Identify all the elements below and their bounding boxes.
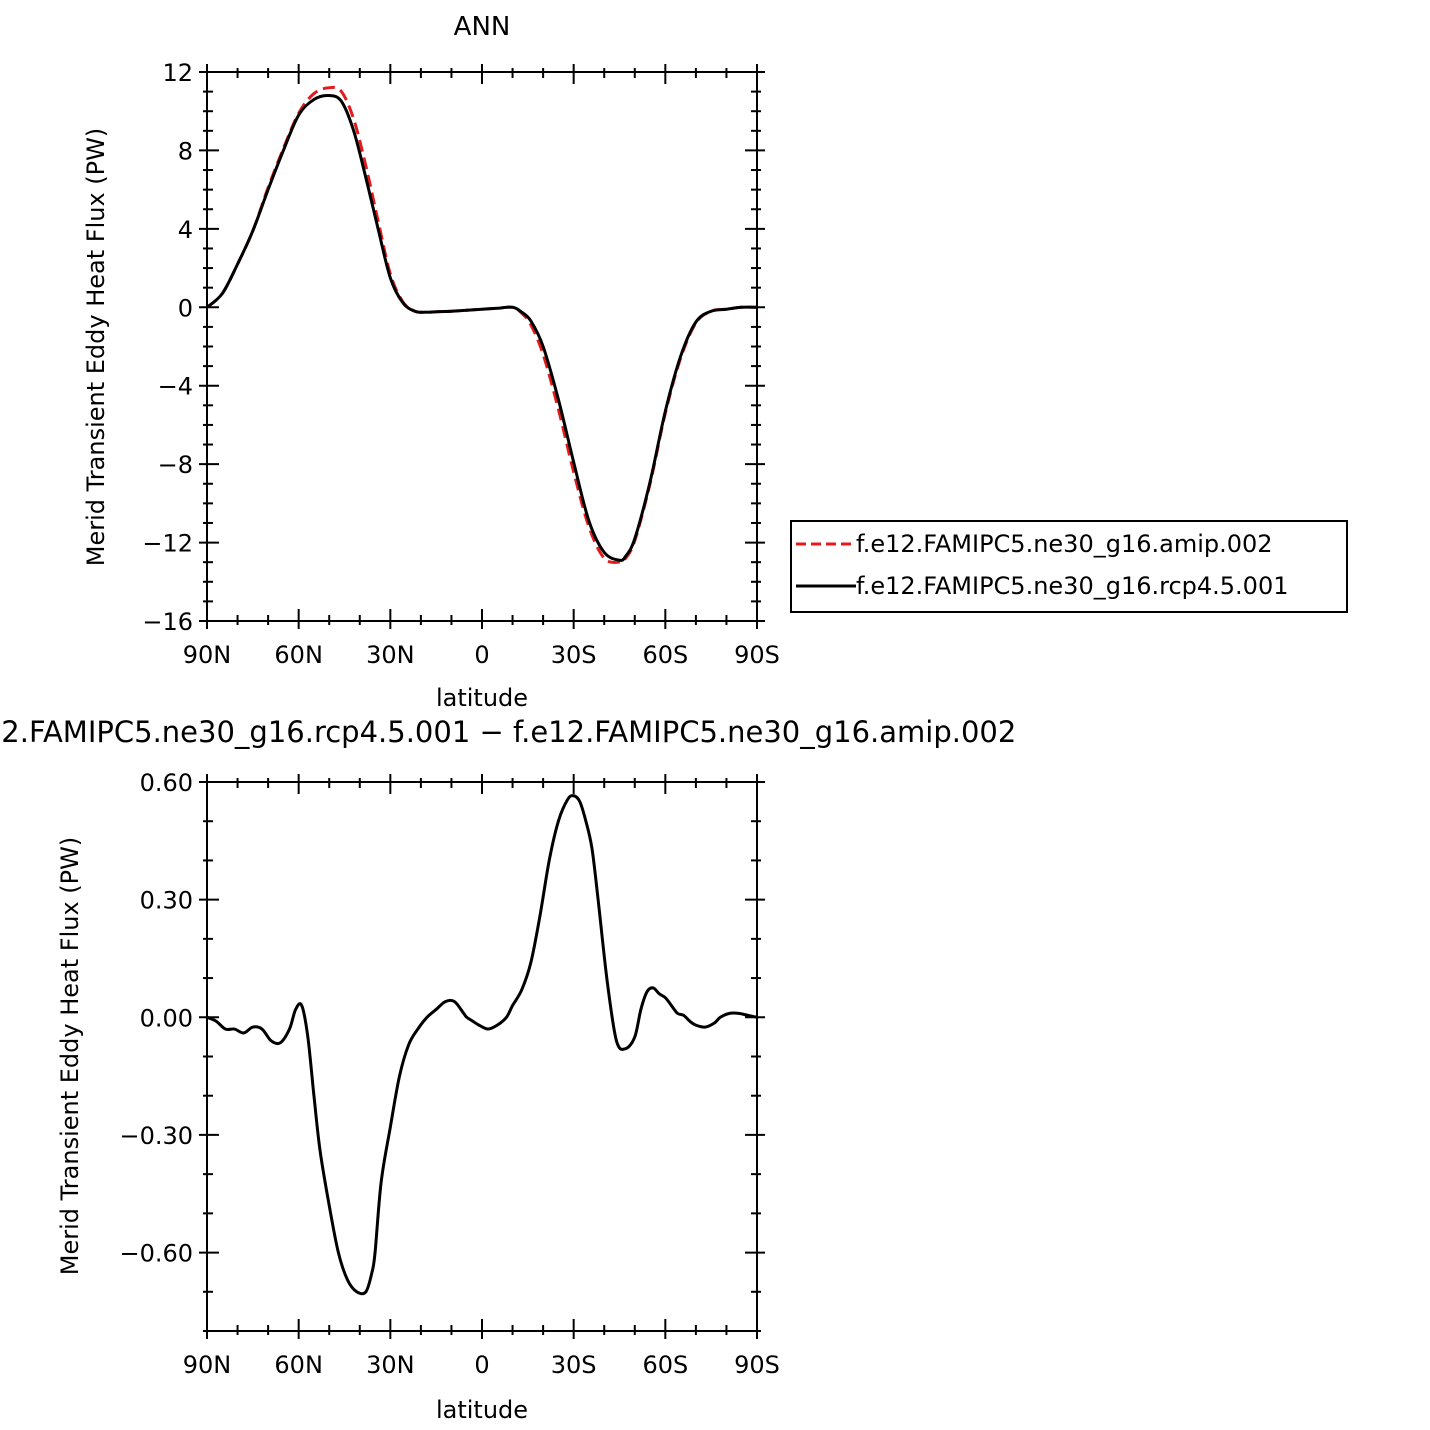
bottom-panel: f.e12.FAMIPC5.ne30_g16.rcp4.5.001 − f.e1… [0,715,1016,1424]
top-y-tick-label: 12 [162,59,193,87]
top-y-axis-label: Merid Transient Eddy Heat Flux (PW) [82,128,110,566]
top-x-tick-label: 0 [474,641,489,669]
bottom-axes: 90N 60N 30N 0 30S 60S 90S 0.60 0.30 0.00 −0.30 −0.6… [119,769,779,1379]
top-y-tick-label: −16 [142,608,193,636]
legend: f.e12.FAMIPC5.ne30_g16.amip.002 f.e12.FA… [790,520,1348,613]
bottom-y-tick-label: −0.60 [119,1240,193,1268]
top-x-tick-label: 90N [183,641,232,669]
top-panel: ANN 90N 60N 30N 0 30S 60S 90S 12 8 4 0 −4 −8 −12 −16 l… [82,12,1348,712]
top-series-lines [205,85,758,564]
bottom-x-tick-label: 30S [551,1351,597,1379]
legend-label-amip: f.e12.FAMIPC5.ne30_g16.amip.002 [856,530,1273,558]
top-y-tick-label: 0 [178,294,193,322]
top-plot-frame [206,71,758,622]
top-x-tick-label: 90S [734,641,780,669]
bottom-y-tick-label: 0.00 [140,1004,193,1032]
bottom-y-axis-label: Merid Transient Eddy Heat Flux (PW) [56,837,84,1275]
top-y-tick-label: 4 [178,216,193,244]
bottom-series-line-0 [206,794,758,1296]
top-panel-title: ANN [454,12,511,42]
bottom-x-tick-label: 60N [274,1351,323,1379]
top-series-line-1 [205,93,758,562]
bottom-plot-frame [206,781,758,1332]
top-series-line-0 [205,85,758,564]
top-x-tick-label: 60N [274,641,323,669]
top-y-tick-label: 8 [178,137,193,165]
legend-box [790,520,1348,613]
top-x-tick-label: 30S [551,641,597,669]
top-y-tick-label: −4 [158,373,193,401]
bottom-series-lines [206,794,758,1296]
bottom-y-tick-label: −0.30 [119,1122,193,1150]
bottom-x-tick-label: 0 [474,1351,489,1379]
top-x-tick-label: 30N [366,641,415,669]
bottom-x-tick-label: 90S [734,1351,780,1379]
bottom-x-tick-label: 30N [366,1351,415,1379]
bottom-x-tick-label: 60S [642,1351,688,1379]
top-y-tick-label: −8 [158,451,193,479]
top-x-tick-label: 60S [642,641,688,669]
top-axes: 90N 60N 30N 0 30S 60S 90S 12 8 4 0 −4 −8 −12 −16 [142,59,780,669]
bottom-x-axis-label: latitude [436,1396,528,1424]
legend-label-rcp: f.e12.FAMIPC5.ne30_g16.rcp4.5.001 [856,572,1289,600]
top-y-tick-label: −12 [142,530,193,558]
bottom-y-tick-label: 0.30 [140,887,193,915]
bottom-y-tick-label: 0.60 [140,769,193,797]
bottom-x-tick-label: 90N [183,1351,232,1379]
bottom-panel-title: f.e12.FAMIPC5.ne30_g16.rcp4.5.001 − f.e1… [0,715,1016,749]
top-x-axis-label: latitude [436,684,528,712]
